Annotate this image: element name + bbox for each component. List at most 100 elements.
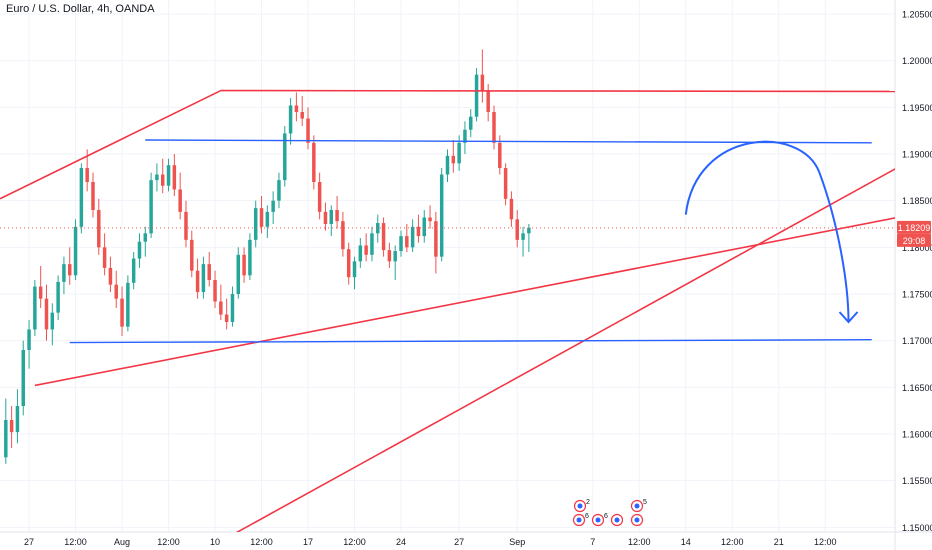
candle-body[interactable] bbox=[120, 298, 124, 327]
candle-body[interactable] bbox=[27, 329, 31, 350]
candle-body[interactable] bbox=[56, 281, 60, 313]
candle-body[interactable] bbox=[91, 182, 95, 210]
candle-body[interactable] bbox=[370, 233, 374, 255]
candle-body[interactable] bbox=[219, 301, 223, 315]
candle-body[interactable] bbox=[85, 168, 89, 182]
candle-body[interactable] bbox=[474, 74, 479, 117]
candle-body[interactable] bbox=[108, 267, 113, 285]
candle-body[interactable] bbox=[405, 236, 409, 248]
candle-body[interactable] bbox=[329, 210, 334, 224]
candle-body[interactable] bbox=[527, 227, 531, 234]
candle-body[interactable] bbox=[294, 105, 299, 112]
candle-body[interactable] bbox=[224, 314, 229, 322]
candle-body[interactable] bbox=[451, 155, 456, 164]
candle-body[interactable] bbox=[114, 284, 118, 299]
candle-body[interactable] bbox=[67, 264, 72, 276]
candle-body[interactable] bbox=[4, 420, 8, 458]
candle-body[interactable] bbox=[21, 350, 25, 406]
candle-body[interactable] bbox=[126, 282, 130, 327]
candle-body[interactable] bbox=[480, 74, 485, 91]
candle-body[interactable] bbox=[178, 189, 182, 212]
chart-title: Euro / U.S. Dollar, 4h, OANDA bbox=[6, 3, 155, 15]
candle-body[interactable] bbox=[463, 129, 467, 143]
candle-body[interactable] bbox=[434, 221, 438, 257]
candle-body[interactable] bbox=[486, 90, 490, 112]
candle-body[interactable] bbox=[230, 294, 235, 322]
candle-body[interactable] bbox=[248, 239, 252, 276]
trendline[interactable] bbox=[220, 89, 895, 93]
candle-body[interactable] bbox=[358, 245, 363, 262]
candle-body[interactable] bbox=[439, 174, 444, 257]
candle-body[interactable] bbox=[393, 251, 397, 262]
candle-body[interactable] bbox=[253, 208, 258, 240]
candle-body[interactable] bbox=[149, 180, 153, 234]
candle-body[interactable] bbox=[283, 133, 287, 181]
candle-body[interactable] bbox=[445, 155, 450, 175]
candle-body[interactable] bbox=[469, 116, 473, 130]
candle-body[interactable] bbox=[9, 420, 14, 433]
candle-body[interactable] bbox=[335, 210, 339, 222]
candle-body[interactable] bbox=[364, 245, 368, 255]
candle-body[interactable] bbox=[102, 247, 107, 268]
candle-body[interactable] bbox=[172, 165, 177, 190]
candle-body[interactable] bbox=[15, 406, 20, 433]
candle-body[interactable] bbox=[387, 250, 392, 262]
candle-body[interactable] bbox=[288, 105, 293, 134]
candle-body[interactable] bbox=[521, 233, 525, 240]
candle-body[interactable] bbox=[503, 168, 508, 199]
candle-body[interactable] bbox=[306, 118, 310, 143]
candle-body[interactable] bbox=[312, 142, 316, 182]
trendline[interactable] bbox=[0, 89, 222, 200]
candle-body[interactable] bbox=[341, 221, 345, 250]
candle-body[interactable] bbox=[259, 208, 264, 227]
candle-body[interactable] bbox=[73, 226, 78, 276]
candle-body[interactable] bbox=[62, 264, 66, 282]
candle-body[interactable] bbox=[236, 254, 241, 294]
candle-body[interactable] bbox=[207, 264, 211, 280]
candle-body[interactable] bbox=[160, 174, 165, 186]
candle-body[interactable] bbox=[381, 223, 386, 251]
candle-body[interactable] bbox=[317, 182, 322, 212]
candle-body[interactable] bbox=[410, 226, 415, 248]
candle-body[interactable] bbox=[352, 261, 357, 278]
candle-body[interactable] bbox=[265, 211, 270, 227]
candle-body[interactable] bbox=[416, 226, 421, 237]
candle-body[interactable] bbox=[498, 142, 502, 168]
candle-body[interactable] bbox=[376, 223, 380, 234]
horizontal-level-line[interactable] bbox=[69, 339, 872, 344]
trendline[interactable] bbox=[34, 210, 932, 387]
candle-body[interactable] bbox=[79, 168, 84, 227]
price-tick-label: 1.15000 bbox=[902, 523, 932, 533]
candle-body[interactable] bbox=[50, 312, 55, 330]
candle-body[interactable] bbox=[201, 264, 206, 293]
candle-body[interactable] bbox=[44, 298, 49, 330]
candle-body[interactable] bbox=[323, 211, 328, 224]
candle-body[interactable] bbox=[97, 210, 101, 248]
candle-body[interactable] bbox=[271, 200, 275, 212]
candle-body[interactable] bbox=[184, 211, 188, 240]
candle-body[interactable] bbox=[213, 280, 217, 302]
candle-body[interactable] bbox=[509, 198, 514, 220]
candle-body[interactable] bbox=[300, 112, 304, 119]
candle-body[interactable] bbox=[422, 217, 426, 237]
candle-body[interactable] bbox=[155, 174, 159, 181]
candle-body[interactable] bbox=[428, 217, 432, 222]
candle-body[interactable] bbox=[277, 180, 281, 201]
candle-body[interactable] bbox=[492, 112, 496, 143]
candle-body[interactable] bbox=[131, 258, 136, 283]
candle-body[interactable] bbox=[515, 219, 519, 240]
candle-body[interactable] bbox=[346, 249, 351, 278]
candle-body[interactable] bbox=[242, 254, 246, 276]
candle-body[interactable] bbox=[457, 142, 461, 164]
candle-body[interactable] bbox=[190, 239, 194, 271]
forecast-path[interactable] bbox=[684, 140, 850, 323]
candle-body[interactable] bbox=[143, 233, 148, 242]
candle-body[interactable] bbox=[33, 286, 37, 330]
candle-body[interactable] bbox=[137, 241, 142, 259]
candle-body[interactable] bbox=[195, 270, 200, 293]
candle-body[interactable] bbox=[166, 165, 171, 186]
candle-body[interactable] bbox=[399, 236, 403, 252]
candle-body[interactable] bbox=[38, 286, 43, 299]
